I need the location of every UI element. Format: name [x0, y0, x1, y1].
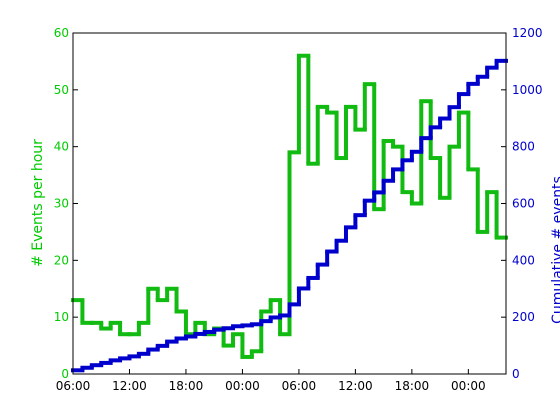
x-tick-label: 00:00 — [451, 379, 486, 393]
y-tick-label: 40 — [54, 140, 69, 154]
x-tick-label: 18:00 — [395, 379, 430, 393]
y2-tick-label: 400 — [512, 253, 535, 267]
y-axis-label: # Events per hour — [30, 139, 46, 267]
x-tick-label: 06:00 — [56, 379, 91, 393]
y-tick-label: 50 — [54, 83, 69, 97]
x-tick-label: 00:00 — [225, 379, 260, 393]
y-tick-label: 0 — [61, 367, 69, 381]
x-tick-label: 12:00 — [112, 379, 147, 393]
y2-tick-label: 1200 — [512, 26, 543, 40]
y2-tick-label: 800 — [512, 140, 535, 154]
x-tick-label: 12:00 — [338, 379, 373, 393]
y-tick-label: 10 — [54, 310, 69, 324]
y-tick-label: 20 — [54, 253, 69, 267]
y-tick-label: 60 — [54, 26, 69, 40]
y2-tick-label: 600 — [512, 197, 535, 211]
y2-axis-label: Cumulative # events — [550, 176, 560, 324]
x-tick-label: 18:00 — [169, 379, 204, 393]
y2-tick-label: 200 — [512, 310, 535, 324]
x-tick-label: 06:00 — [282, 379, 317, 393]
y2-tick-label: 0 — [512, 367, 520, 381]
y-tick-label: 30 — [54, 197, 69, 211]
y2-tick-label: 1000 — [512, 83, 543, 97]
plot — [71, 53, 508, 373]
